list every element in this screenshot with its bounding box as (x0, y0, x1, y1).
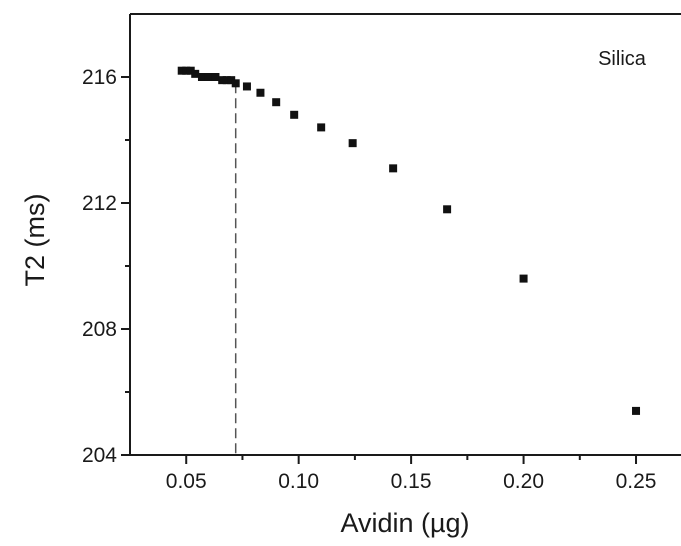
x-axis-title: Avidin (µg) (340, 508, 469, 538)
data-point (186, 66, 195, 75)
data-point (256, 88, 265, 97)
data-point (242, 82, 251, 91)
data-point (204, 73, 213, 81)
data-point (218, 76, 227, 85)
data-point (443, 205, 452, 214)
data-point (348, 139, 357, 148)
data-point (197, 73, 206, 81)
y-tick-label-216: 216 (82, 66, 117, 89)
data-point (272, 98, 281, 107)
data-point (227, 76, 236, 85)
data-point (231, 79, 240, 88)
data-point (519, 274, 528, 283)
data-point (222, 76, 231, 85)
data-point (211, 73, 220, 81)
y-axis-title: T2 (ms) (20, 194, 50, 287)
data-point (177, 66, 186, 75)
x-tick-label-0.10: 0.10 (278, 470, 319, 493)
y-tick-label-212: 212 (82, 192, 117, 215)
x-tick-label-0.25: 0.25 (616, 470, 657, 493)
data-point (317, 123, 326, 132)
y-tick-label-204: 204 (82, 444, 117, 467)
silica-annotation: Silica (598, 48, 647, 70)
tick-marks (121, 76, 638, 464)
data-point (632, 406, 641, 415)
x-tick-label-0.05: 0.05 (166, 470, 207, 493)
data-point (182, 66, 191, 75)
tick-labels: 204 208 212 216 0.05 0.10 0.15 0.20 0.25 (82, 66, 657, 493)
x-tick-label-0.15: 0.15 (391, 470, 432, 493)
data-points (177, 66, 641, 415)
plot-frame (129, 13, 681, 456)
y-tick-label-208: 208 (82, 318, 117, 341)
data-point (389, 164, 398, 173)
data-point (191, 69, 200, 78)
data-point (290, 110, 299, 119)
x-tick-label-0.20: 0.20 (503, 470, 544, 493)
